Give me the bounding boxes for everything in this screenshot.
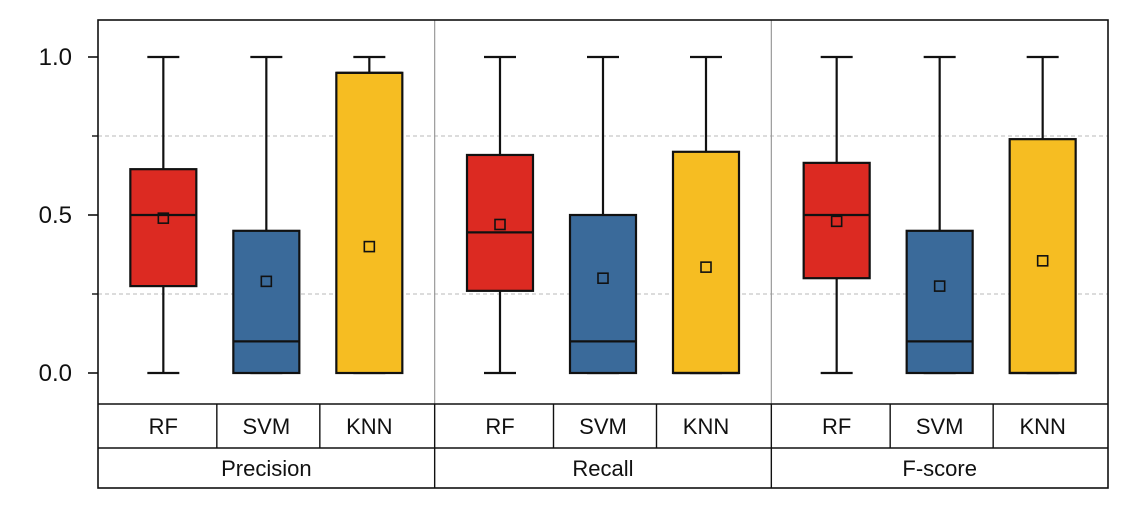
mean-marker-svm [597,272,609,285]
category-label-rf: RF [822,414,851,439]
category-label-knn: KNN [683,414,729,439]
box-svm [232,229,301,375]
plot-frame [97,19,1109,489]
panel-label: Precision [221,456,311,481]
mean-marker-rf [157,212,170,224]
mean-marker-knn [1036,255,1049,267]
category-label-svm: SVM [916,414,964,439]
panel-label: Recall [572,456,633,481]
mean-marker-rf [830,215,843,228]
category-label-svm: SVM [579,414,627,439]
category-label-rf: RF [149,414,178,439]
y-tick-label: 0.5 [39,202,72,229]
y-tick-label: 0.0 [39,360,72,387]
box-svm [905,229,974,375]
mean-marker-svm [933,280,946,292]
category-labels: RF SVM KNN Precision RF SVM KNN Recall RF SVM KNN F… [149,414,1066,481]
category-label-rf: RF [485,414,514,439]
category-label-svm: SVM [242,414,290,439]
box-rf [802,161,871,280]
boxes-layer [129,55,1077,375]
box-rf [465,153,535,292]
box-knn [335,71,404,375]
mean-marker-rf [494,218,506,231]
mean-marker-svm [260,275,273,288]
category-label-knn: KNN [346,414,392,439]
panel-label: F-score [902,456,977,481]
category-label-knn: KNN [1019,414,1065,439]
y-axis: 0.0 0.5 1.0 [39,44,98,387]
mean-marker-knn [363,240,376,253]
frame-layer [97,19,1109,489]
box-svm [568,213,638,375]
mean-marker-knn [700,261,712,273]
y-tick-label: 1.0 [39,44,72,71]
box-rf [129,168,198,288]
